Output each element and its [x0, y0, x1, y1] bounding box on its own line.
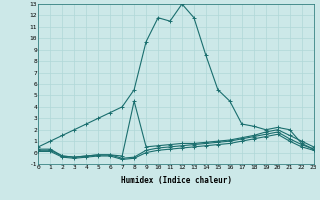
X-axis label: Humidex (Indice chaleur): Humidex (Indice chaleur)	[121, 176, 231, 185]
